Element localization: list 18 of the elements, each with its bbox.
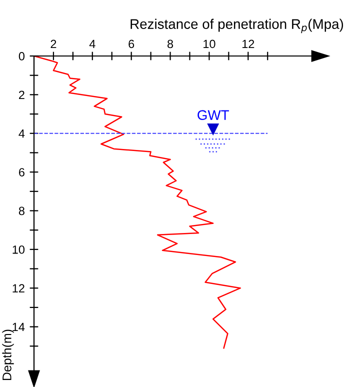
- y-tick-label: 6: [19, 168, 24, 176]
- y-tick-label: 12: [12, 284, 24, 292]
- y-axis-title: Depth(m): [2, 330, 14, 380]
- x-tick-label: 10: [204, 40, 216, 48]
- x-tick-label: 8: [167, 40, 174, 48]
- x-axis-title: Rezistance of penetration R$_{p}$(Mpa): [130, 18, 344, 34]
- y-tick-label: 8: [18, 206, 24, 216]
- y-tick-label: 2: [19, 90, 24, 99]
- y-tick-label: 10: [12, 245, 25, 254]
- x-tick-label: 12: [242, 40, 254, 48]
- y-tick-label: 4: [18, 130, 25, 138]
- x-tick-label: 4: [89, 40, 96, 48]
- x-tick-label: 2: [50, 40, 56, 48]
- y-tick-label: 0: [18, 52, 25, 60]
- x-tick-label: 6: [128, 40, 134, 48]
- ref-line-label: GWT: [198, 110, 229, 120]
- line-series: [34, 56, 241, 349]
- y-tick-label: 14: [12, 322, 25, 332]
